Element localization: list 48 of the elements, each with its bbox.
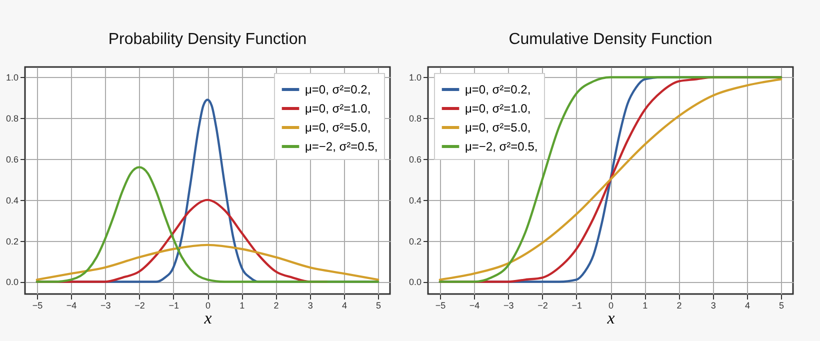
legend-label: μ=0, σ²=5.0, xyxy=(305,120,371,134)
y-tick-label: 0.2 xyxy=(408,236,422,246)
legend-label: μ=0, σ²=0.2, xyxy=(465,82,531,96)
x-tick-label: −1 xyxy=(168,300,180,310)
y-tick-label: 1.0 xyxy=(6,72,18,83)
x-tick-label: 5 xyxy=(779,300,784,310)
line-series xyxy=(36,166,380,283)
y-tick-label: 0.0 xyxy=(408,277,422,288)
legend-label: μ=−2, σ²=0.5, xyxy=(305,140,378,154)
x-tick-label: 5 xyxy=(376,300,382,310)
x-tick-label: 3 xyxy=(710,300,716,310)
x-tick-label: −3 xyxy=(100,300,111,310)
x-tick-label: −2 xyxy=(134,300,145,310)
x-tick-label: 2 xyxy=(274,300,279,310)
x-tick-label: −4 xyxy=(66,300,77,310)
x-tick-label: −1 xyxy=(572,300,582,310)
x-tick-label: 1 xyxy=(240,300,245,310)
x-tick-label: 0 xyxy=(205,300,211,310)
x-tick-label: −4 xyxy=(469,300,480,310)
y-tick-label: 0.6 xyxy=(6,154,18,165)
x-tick-label: 4 xyxy=(342,300,347,310)
legend-label: μ=0, σ²=1.0, xyxy=(305,102,371,116)
x-axis-title: x xyxy=(606,308,616,328)
x-tick-label: −5 xyxy=(32,300,43,310)
legend-label: μ=−2, σ²=0.5, xyxy=(465,140,538,154)
y-tick-label: 0.6 xyxy=(408,154,422,165)
x-axis-title: x xyxy=(203,308,212,328)
y-tick-label: 0.8 xyxy=(408,114,422,124)
x-tick-label: −5 xyxy=(435,300,446,310)
line-series xyxy=(36,244,380,281)
legend-label: μ=0, σ²=0.2, xyxy=(305,82,371,96)
x-tick-label: 2 xyxy=(676,300,682,310)
chart-title: Cumulative Density Function xyxy=(508,31,712,48)
x-tick-label: −2 xyxy=(538,300,548,310)
y-tick-label: 0.0 xyxy=(6,277,18,288)
y-tick-label: 1.0 xyxy=(408,72,422,83)
legend-label: μ=0, σ²=5.0, xyxy=(465,120,531,134)
x-tick-label: 3 xyxy=(308,300,313,310)
x-tick-label: 4 xyxy=(744,300,750,310)
x-tick-label: 1 xyxy=(642,300,648,310)
x-tick-label: 0 xyxy=(608,300,614,310)
legend-label: μ=0, σ²=1.0, xyxy=(465,102,531,116)
y-tick-label: 0.2 xyxy=(6,236,18,246)
chart-title: Probability Density Function xyxy=(108,31,307,48)
y-tick-label: 0.4 xyxy=(408,195,422,206)
x-tick-label: −3 xyxy=(504,300,514,310)
y-tick-label: 0.4 xyxy=(6,195,18,206)
y-tick-label: 0.8 xyxy=(6,114,18,124)
